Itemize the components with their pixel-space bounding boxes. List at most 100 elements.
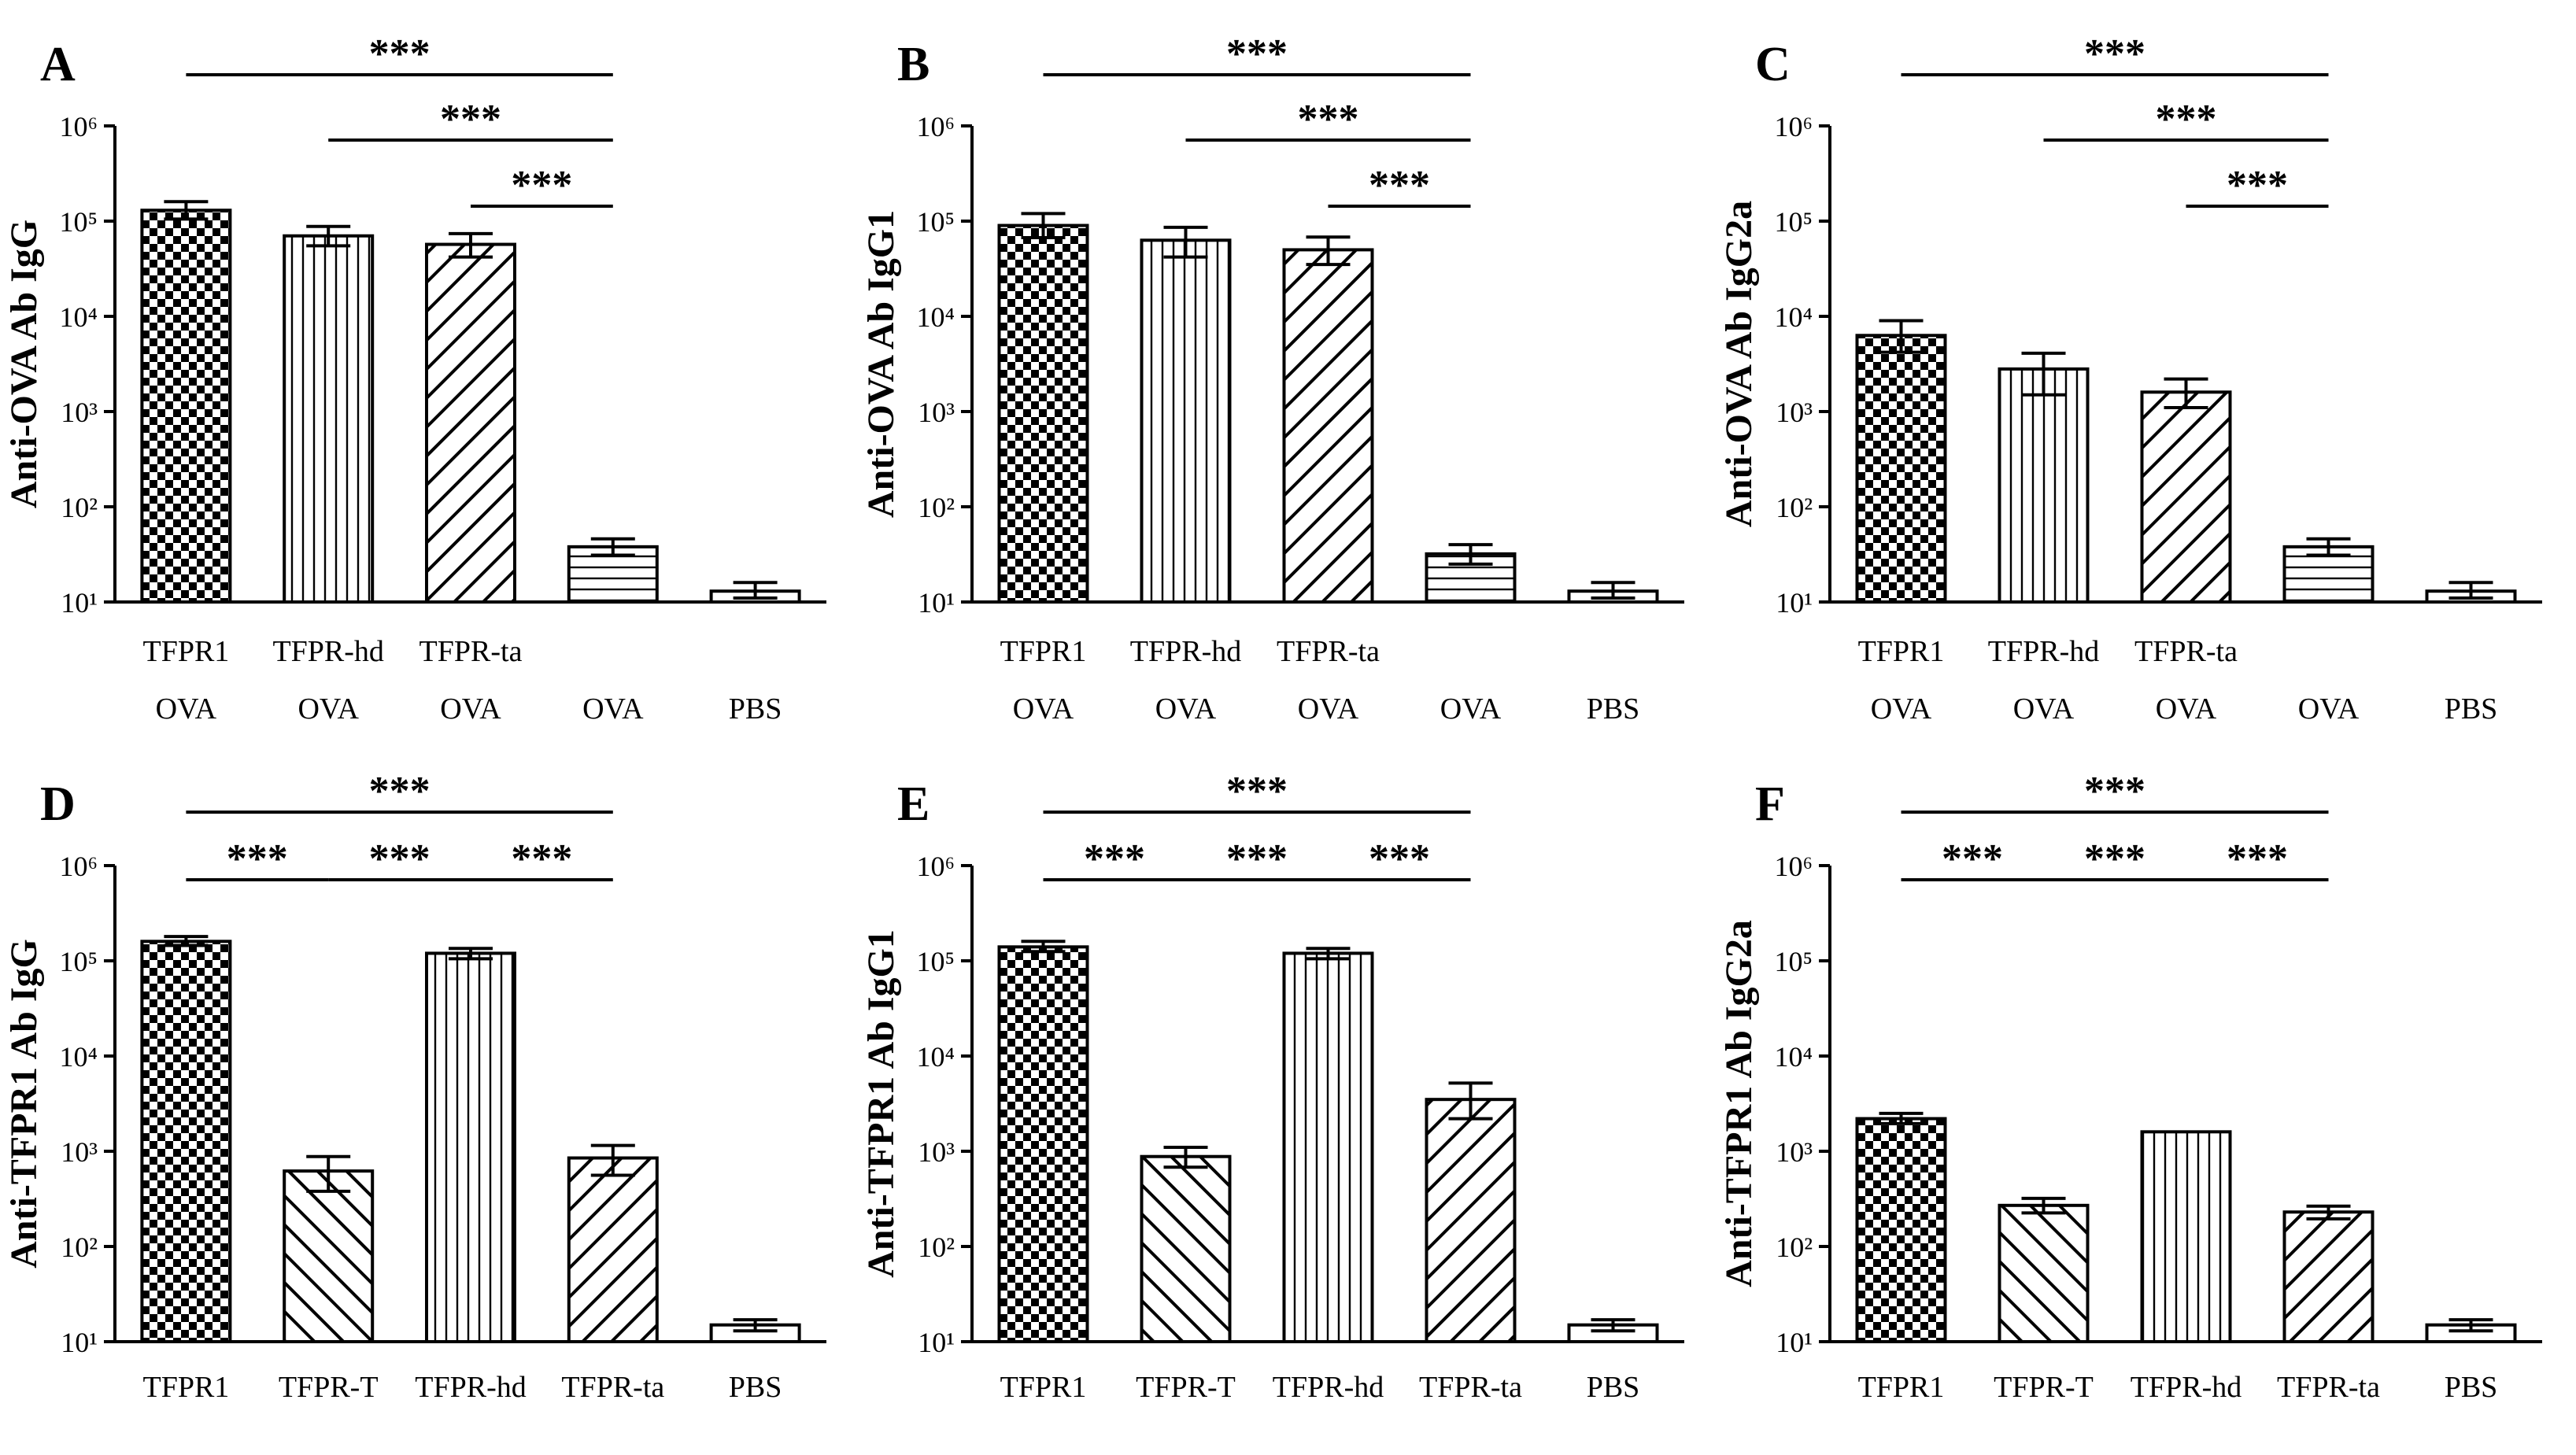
bar xyxy=(1140,238,1232,604)
x-tick-label: OVA xyxy=(440,692,501,726)
panel-letter: F xyxy=(1755,777,1785,831)
y-tick-label: 10⁶ xyxy=(59,111,98,142)
bar xyxy=(283,1169,375,1343)
bar xyxy=(1140,1154,1232,1344)
x-tick-label: TFPR-hd xyxy=(2131,1371,2242,1404)
y-axis-label: Anti-OVA Ab IgG2a xyxy=(1718,201,1760,527)
y-tick-label: 10⁵ xyxy=(1774,946,1813,977)
bar xyxy=(2140,1130,2232,1344)
significance-label: *** xyxy=(1369,163,1430,208)
y-tick-label: 10¹ xyxy=(1776,587,1813,619)
bar xyxy=(567,1156,659,1343)
y-tick-label: 10¹ xyxy=(61,1327,98,1358)
x-tick-label: TFPR-ta xyxy=(2277,1371,2380,1404)
panel-letter: E xyxy=(897,777,930,831)
x-tick-label: OVA xyxy=(582,692,644,726)
y-tick-label: 10² xyxy=(1776,1232,1813,1263)
y-tick-label: 10⁴ xyxy=(916,301,955,333)
bar xyxy=(1998,1203,2090,1343)
x-tick-label: TFPR1 xyxy=(1000,1371,1087,1404)
bar xyxy=(1425,1098,1517,1343)
panel-d: D Anti-TFPR1 Ab IgG 10¹ 10² 10³ 10⁴ 10⁵ 10⁶ TFPR… xyxy=(3,769,826,1404)
y-axis-label: Anti-OVA Ab IgG1 xyxy=(860,210,902,518)
x-tick-label: TFPR-hd xyxy=(1130,635,1241,668)
y-tick-label: 10⁶ xyxy=(59,851,98,882)
significance-label: *** xyxy=(2084,769,2145,814)
x-tick-label: OVA xyxy=(298,692,359,726)
y-tick-label: 10⁶ xyxy=(916,851,955,882)
bar xyxy=(1855,334,1947,604)
x-tick-label: TFPR-T xyxy=(1136,1371,1236,1404)
x-tick-label: PBS xyxy=(729,692,782,726)
y-tick-label: 10⁶ xyxy=(1774,851,1813,882)
significance-label: *** xyxy=(511,836,572,881)
y-axis-label: Anti-TFPR1 Ab IgG1 xyxy=(860,929,902,1278)
y-tick-label: 10⁴ xyxy=(1774,1041,1813,1073)
x-tick-label: PBS xyxy=(2445,692,2498,726)
y-axis-label: Anti-TFPR1 Ab IgG xyxy=(3,939,45,1269)
y-tick-label: 10⁶ xyxy=(916,111,955,142)
x-tick-label: TFPR-hd xyxy=(1988,635,2099,668)
x-tick-label: TFPR-T xyxy=(1994,1371,2094,1404)
y-tick-label: 10³ xyxy=(61,1136,98,1168)
x-tick-label: PBS xyxy=(2445,1371,2498,1404)
y-tick-label: 10³ xyxy=(1776,1136,1813,1168)
significance-label: *** xyxy=(511,163,572,208)
y-tick-label: 10¹ xyxy=(918,1327,955,1358)
x-tick-label: OVA xyxy=(1440,692,1502,726)
panel-f: F Anti-TFPR1 Ab IgG2a 10¹ 10² 10³ 10⁴ 10⁵ 10⁶ TF… xyxy=(1718,769,2542,1404)
significance-label: *** xyxy=(369,769,431,814)
x-tick-label: TFPR1 xyxy=(142,1371,229,1404)
x-tick-label: PBS xyxy=(1587,692,1640,726)
y-tick-label: 10⁴ xyxy=(59,1041,98,1073)
significance-label: *** xyxy=(440,97,501,142)
y-tick-label: 10³ xyxy=(918,397,955,428)
panel-letter: A xyxy=(40,38,76,91)
y-axis-label: Anti-OVA Ab IgG xyxy=(3,220,45,508)
bar xyxy=(140,940,232,1344)
y-tick-label: 10⁴ xyxy=(59,301,98,333)
panel-c: C Anti-OVA Ab IgG2a 10¹ 10² 10³ 10⁴ 10⁵ 10⁶ TFPR… xyxy=(1718,31,2542,726)
x-tick-label: OVA xyxy=(1013,692,1074,726)
significance-label: *** xyxy=(1226,836,1288,881)
significance-label: *** xyxy=(1226,769,1288,814)
significance-label: *** xyxy=(1369,836,1430,881)
x-tick-label: TFPR-T xyxy=(279,1371,379,1404)
y-tick-label: 10⁵ xyxy=(59,946,98,977)
bar xyxy=(2140,390,2232,604)
y-tick-label: 10⁴ xyxy=(1774,301,1813,333)
panel-letter: B xyxy=(897,38,930,91)
y-tick-label: 10⁴ xyxy=(916,1041,955,1073)
bar xyxy=(2282,1210,2375,1344)
x-tick-label: TFPR-ta xyxy=(419,635,523,668)
x-tick-label: PBS xyxy=(729,1371,782,1404)
x-tick-label: TFPR-ta xyxy=(1419,1371,1522,1404)
y-tick-label: 10³ xyxy=(61,397,98,428)
panel-b: B Anti-OVA Ab IgG1 10¹ 10² 10³ 10⁴ 10⁵ 10⁶ TFPR1… xyxy=(860,31,1684,726)
bar xyxy=(1998,367,2090,604)
y-tick-label: 10¹ xyxy=(61,587,98,619)
significance-label: *** xyxy=(2084,836,2145,881)
y-tick-label: 10¹ xyxy=(918,587,955,619)
significance-label: *** xyxy=(1942,836,2003,881)
x-tick-label: PBS xyxy=(1587,1371,1640,1404)
y-tick-label: 10³ xyxy=(918,1136,955,1168)
significance-label: *** xyxy=(2227,163,2288,208)
y-tick-label: 10² xyxy=(61,492,98,523)
x-tick-label: TFPR-hd xyxy=(1273,1371,1384,1404)
x-tick-label: TFPR-ta xyxy=(1277,635,1380,668)
bar xyxy=(140,209,232,604)
y-tick-label: 10⁶ xyxy=(1774,111,1813,142)
bar xyxy=(283,234,375,604)
significance-label: *** xyxy=(2084,31,2145,76)
panel-letter: C xyxy=(1755,38,1791,91)
y-tick-label: 10³ xyxy=(1776,397,1813,428)
significance-label: *** xyxy=(1298,97,1359,142)
panel-e: E Anti-TFPR1 Ab IgG1 10¹ 10² 10³ 10⁴ 10⁵ 10⁶ TFP… xyxy=(860,769,1684,1404)
significance-label: *** xyxy=(369,836,431,881)
significance-label: *** xyxy=(369,31,431,76)
y-tick-label: 10⁵ xyxy=(1774,206,1813,238)
y-axis-label: Anti-TFPR1 Ab IgG2a xyxy=(1718,920,1760,1287)
y-tick-label: 10² xyxy=(1776,492,1813,523)
